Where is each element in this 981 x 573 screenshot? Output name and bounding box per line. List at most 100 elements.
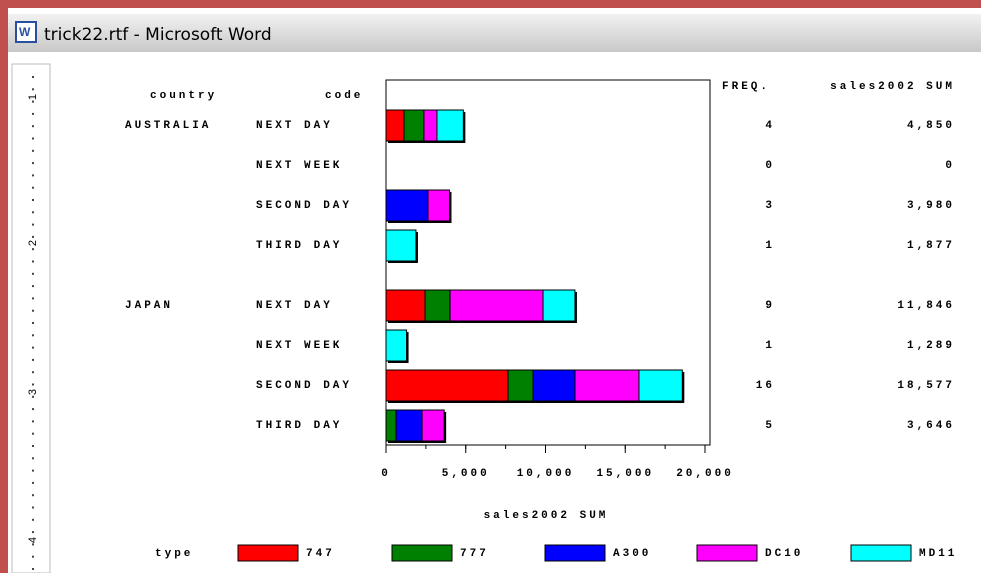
ruler-dot — [32, 272, 34, 275]
bar-segment — [385, 289, 426, 322]
ruler-dot — [32, 432, 34, 435]
sum-value: 3,646 — [907, 420, 955, 432]
x-tick-label: 10,000 — [517, 468, 575, 480]
sum-value: 18,577 — [897, 380, 955, 392]
freq-value: 1 — [765, 340, 775, 352]
bar-segment — [385, 329, 408, 362]
bar-segment — [532, 369, 576, 402]
category-label: NEXT DAY — [256, 120, 333, 132]
legend-swatch — [237, 544, 299, 562]
legend-swatch — [696, 544, 758, 562]
legend-swatch — [391, 544, 453, 562]
category-label: NEXT WEEK — [256, 340, 342, 352]
ruler-dot — [32, 235, 34, 238]
category-label: NEXT DAY — [256, 300, 333, 312]
freq-value: 0 — [765, 160, 775, 172]
ruler-dot — [32, 555, 34, 558]
x-tick-label: 5,000 — [442, 468, 490, 480]
ruler-dot — [32, 199, 34, 201]
sum-value: 3,980 — [907, 200, 955, 212]
ruler-dot — [32, 371, 34, 374]
legend-label: DC10 — [765, 548, 803, 560]
bar-segment — [436, 109, 464, 142]
ruler-dot — [32, 322, 34, 324]
bar-segment — [385, 189, 429, 222]
column-header: country — [150, 90, 217, 102]
bar-segment — [542, 289, 576, 322]
ruler-dot — [32, 457, 34, 460]
ruler-dot — [32, 248, 34, 251]
sum-value: 4,850 — [907, 120, 955, 132]
freq-value: 1 — [765, 240, 775, 252]
ruler-dot — [32, 395, 34, 398]
ruler-dot — [32, 445, 34, 447]
bar-segment — [574, 369, 640, 402]
bar-segment — [427, 189, 450, 222]
freq-value: 4 — [765, 120, 775, 132]
bar-segment — [403, 109, 425, 142]
freq-value: 9 — [765, 300, 775, 312]
vertical-ruler — [11, 63, 51, 573]
ruler-dot — [32, 100, 34, 103]
window-title: trick22.rtf - Microsoft Word — [44, 25, 272, 45]
bar-segment — [507, 369, 534, 402]
ruler-dot — [32, 420, 34, 423]
bar-segment — [385, 109, 405, 142]
ruler-dot — [32, 383, 34, 386]
plot-frame — [385, 79, 711, 446]
ruler-dot — [32, 531, 34, 534]
bar-segment — [385, 369, 509, 402]
category-label: NEXT WEEK — [256, 160, 342, 172]
group-label: AUSTRALIA — [125, 120, 211, 132]
freq-value: 16 — [756, 380, 775, 392]
word-icon-letter: W — [19, 25, 31, 39]
legend-title: type — [155, 548, 193, 560]
sum-value: 1,289 — [907, 340, 955, 352]
sum-value: 1,877 — [907, 240, 955, 252]
x-axis-label: sales2002 SUM — [484, 510, 609, 522]
bar-segment — [449, 289, 544, 322]
ruler-dot — [32, 137, 34, 140]
column-header: code — [325, 90, 363, 102]
sum-value: 11,846 — [897, 300, 955, 312]
ruler-dot — [32, 76, 34, 78]
ruler-dot — [32, 112, 34, 115]
legend-label: MD11 — [919, 548, 957, 560]
group-label: JAPAN — [125, 300, 173, 312]
ruler-dot — [32, 149, 34, 152]
legend-label: 777 — [460, 548, 489, 560]
ruler-dot — [32, 297, 34, 300]
ruler-dot — [32, 223, 34, 226]
ruler-dot — [32, 88, 34, 91]
ruler-dot — [32, 506, 34, 509]
ruler-dot — [32, 518, 34, 521]
ruler-number: 2 — [27, 240, 39, 246]
ruler-number: 1 — [27, 94, 39, 100]
legend-swatch — [544, 544, 606, 562]
ruler-dot — [32, 162, 34, 165]
bar-segment — [421, 409, 445, 442]
ruler-dot — [32, 408, 34, 411]
ruler-dot — [32, 260, 34, 263]
ruler-number: 4 — [27, 537, 39, 543]
x-tick-label: 0 — [381, 468, 391, 480]
ruler-dot — [32, 309, 34, 312]
legend-label: 747 — [306, 548, 335, 560]
legend-swatch — [850, 544, 912, 562]
bar-segment — [423, 109, 438, 142]
ruler-dot — [32, 469, 34, 472]
bar-segment — [385, 229, 417, 262]
category-label: THIRD DAY — [256, 240, 342, 252]
x-tick-label: 20,000 — [676, 468, 734, 480]
column-header: FREQ. — [722, 81, 770, 93]
sum-value: 0 — [945, 160, 955, 172]
category-label: SECOND DAY — [256, 200, 352, 212]
ruler-dot — [32, 186, 34, 189]
title-bar — [8, 14, 981, 52]
bar-segment — [395, 409, 423, 442]
ruler-dot — [32, 358, 34, 361]
ruler-dot — [32, 346, 34, 349]
bar-segment — [638, 369, 683, 402]
